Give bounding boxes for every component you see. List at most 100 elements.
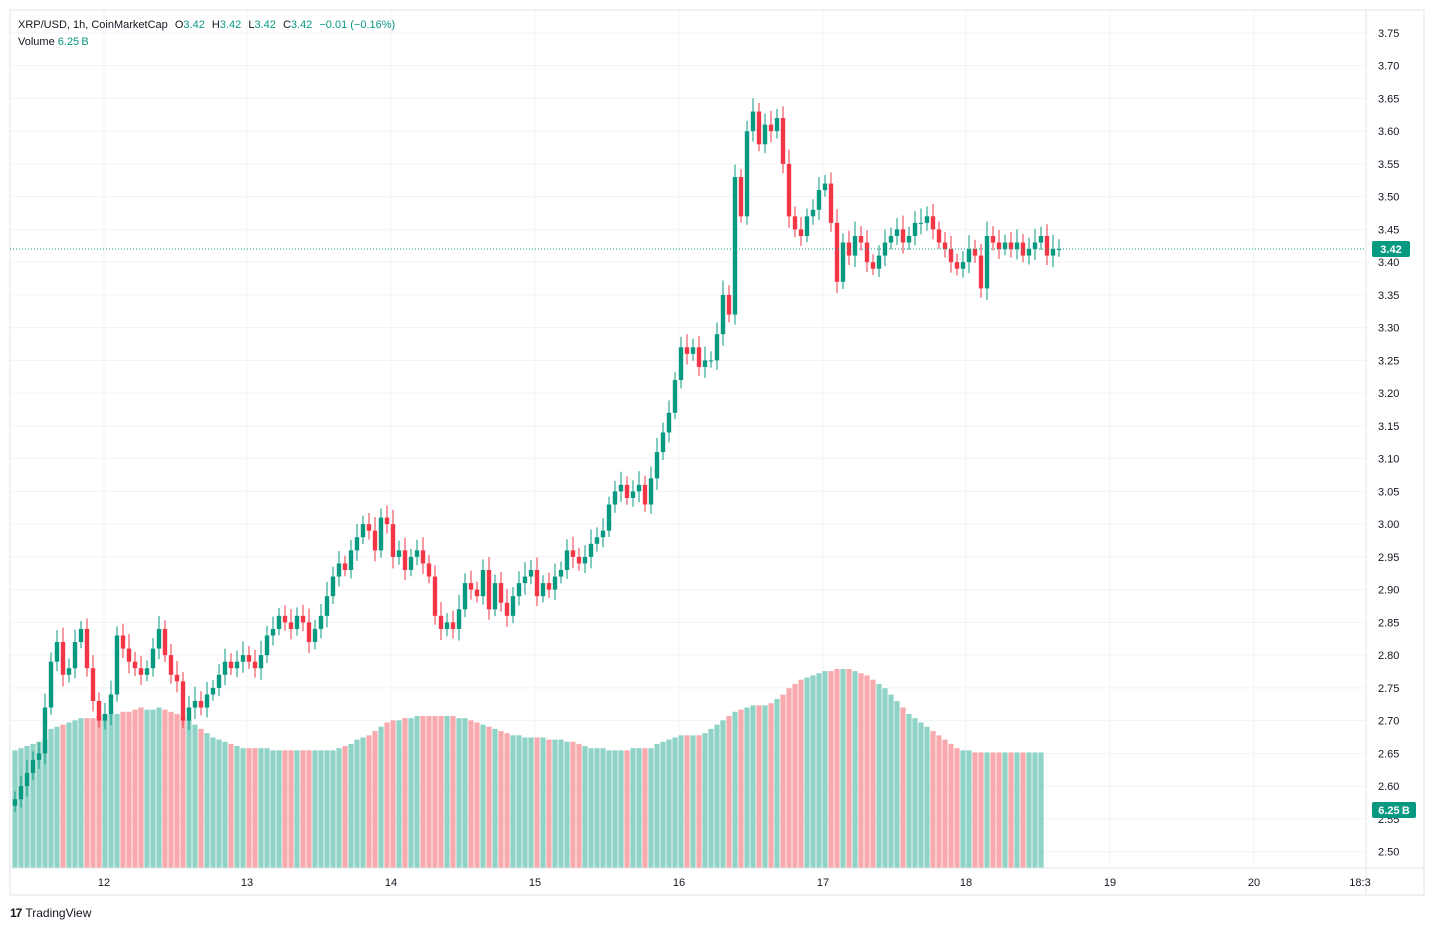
- candle-body: [324, 596, 330, 616]
- volume-bar: [702, 733, 708, 868]
- candle-body: [246, 655, 252, 662]
- volume-bar: [132, 709, 138, 868]
- y-tick-label: 2.75: [1378, 683, 1399, 695]
- volume-bar: [24, 746, 30, 868]
- volume-bar: [420, 716, 426, 868]
- volume-bar: [666, 739, 672, 868]
- candle-body: [876, 255, 882, 269]
- candle-body: [966, 249, 972, 263]
- candle-body: [156, 628, 162, 649]
- change-value: −0.01 (−0.16%): [319, 19, 396, 31]
- volume-bar: [162, 709, 168, 868]
- candle-body: [252, 661, 258, 669]
- candle-body: [288, 622, 294, 629]
- volume-bar: [186, 720, 192, 868]
- candle-body: [696, 347, 702, 367]
- y-tick-label: 3.15: [1378, 421, 1399, 433]
- volume-bar: [540, 737, 546, 868]
- candle-body: [894, 229, 900, 236]
- candle-body: [180, 681, 186, 721]
- candle-body: [546, 583, 552, 590]
- x-tick-label: 18: [960, 877, 972, 889]
- volume-bar: [858, 673, 864, 868]
- volume-bar: [312, 750, 318, 868]
- candle-body: [480, 569, 486, 597]
- candle-body: [672, 380, 678, 413]
- volume-bar: [432, 716, 438, 868]
- candle-body: [360, 524, 366, 538]
- volume-bar: [576, 743, 582, 868]
- volume-bar: [90, 718, 96, 868]
- candle-body: [384, 517, 390, 525]
- candle-body: [396, 550, 402, 557]
- candle-body: [870, 262, 876, 269]
- volume-bar: [906, 713, 912, 868]
- volume-bar: [396, 720, 402, 868]
- y-tick-label: 2.85: [1378, 617, 1399, 629]
- volume-bar: [354, 739, 360, 868]
- volume-bar: [780, 694, 786, 868]
- candle-body: [276, 615, 282, 629]
- volume-value: 6.25 B: [57, 36, 89, 48]
- volume-bar: [810, 675, 816, 868]
- candle-body: [762, 124, 768, 145]
- candle-body: [738, 177, 744, 217]
- volume-key[interactable]: Volume: [18, 36, 55, 48]
- candle-body: [258, 655, 264, 669]
- last-price-label: 3.42: [1380, 244, 1401, 256]
- candle-body: [648, 478, 654, 505]
- volume-bar: [294, 750, 300, 868]
- volume-bar: [798, 679, 804, 868]
- candle-body: [1020, 242, 1026, 256]
- candle-body: [84, 628, 90, 669]
- tradingview-branding[interactable]: 17 TradingView: [10, 906, 91, 920]
- volume-bar: [774, 698, 780, 868]
- volume-bar: [378, 726, 384, 868]
- candle-body: [972, 249, 978, 256]
- volume-bar: [408, 718, 414, 868]
- volume-bar: [270, 750, 276, 868]
- candle-body: [270, 628, 276, 636]
- close-value: 3.42: [290, 19, 313, 31]
- candle-body: [492, 583, 498, 610]
- volume-bar: [180, 716, 186, 868]
- open-key: O: [174, 19, 184, 31]
- candle-body: [840, 242, 846, 282]
- volume-bar: [1020, 752, 1026, 868]
- volume-bar: [144, 709, 150, 868]
- volume-bar: [570, 741, 576, 868]
- candle-body: [228, 661, 234, 669]
- candle-body: [786, 163, 792, 217]
- candle-body: [192, 700, 198, 708]
- y-tick-label: 3.75: [1378, 28, 1399, 40]
- candle-body: [408, 556, 414, 570]
- candle-body: [438, 615, 444, 629]
- symbol-label[interactable]: XRP/USD, 1h, CoinMarketCap: [18, 19, 168, 31]
- volume-bar: [114, 713, 120, 868]
- volume-bar: [822, 671, 828, 868]
- candle-body: [714, 334, 720, 361]
- volume-bar: [456, 718, 462, 868]
- candle-body: [162, 628, 168, 656]
- candle-body: [912, 222, 918, 236]
- candle-body: [240, 655, 246, 662]
- volume-bar: [108, 713, 114, 868]
- last-price-tag: [1372, 241, 1410, 258]
- candle-body: [690, 347, 696, 354]
- candle-body: [372, 530, 378, 551]
- volume-bar: [720, 720, 726, 868]
- candle-body: [354, 537, 360, 551]
- candle-body: [900, 229, 906, 243]
- volume-bar: [426, 716, 432, 868]
- volume-bar: [258, 748, 264, 868]
- volume-bar: [588, 748, 594, 868]
- volume-bar: [888, 694, 894, 868]
- candle-body: [624, 484, 630, 498]
- volume-bar: [648, 748, 654, 868]
- volume-bar: [900, 707, 906, 868]
- volume-bar: [336, 748, 342, 868]
- high-key: H: [211, 19, 220, 31]
- volume-bar: [942, 739, 948, 868]
- candle-body: [780, 118, 786, 164]
